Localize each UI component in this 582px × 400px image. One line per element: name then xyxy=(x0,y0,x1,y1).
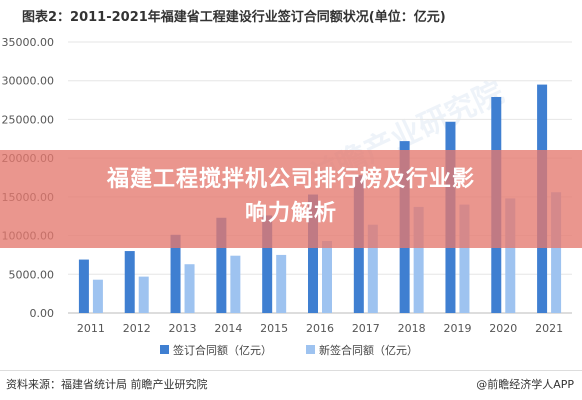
y-tick-label: 25000.00 xyxy=(2,113,55,126)
y-tick-label: 30000.00 xyxy=(2,75,55,88)
x-tick-label: 2019 xyxy=(443,322,471,335)
headline-line-1: 福建工程搅拌机公司排行榜及行业影 xyxy=(106,167,475,192)
footer-divider xyxy=(0,370,582,371)
legend-label: 新签合同额（亿元） xyxy=(319,343,418,357)
bar-new-2016 xyxy=(322,240,332,313)
bar-new-2021 xyxy=(551,192,562,313)
y-tick-label: 35000.00 xyxy=(2,36,55,49)
bar-signed-2015 xyxy=(262,215,273,313)
x-tick-label: 2011 xyxy=(77,322,105,335)
x-tick-label: 2021 xyxy=(535,322,563,335)
bar-signed-2012 xyxy=(124,251,135,313)
headline-band xyxy=(0,150,582,248)
bar-new-2019 xyxy=(459,204,470,313)
x-tick-label: 2014 xyxy=(214,322,242,335)
credit-note: @前瞻经济学人APP xyxy=(476,378,574,391)
legend-label: 签订合同额（亿元） xyxy=(173,343,272,357)
legend-swatch xyxy=(306,345,315,354)
legend-swatch xyxy=(160,345,169,354)
bar-new-2011 xyxy=(92,279,103,313)
bar-new-2015 xyxy=(276,254,287,313)
chart-title: 图表2：2011-2021年福建省工程建设行业签订合同额状况(单位：亿元) xyxy=(22,10,446,25)
y-tick-label: 5000.00 xyxy=(9,268,55,281)
x-tick-label: 2013 xyxy=(169,322,197,335)
x-tick-label: 2016 xyxy=(306,322,334,335)
x-tick-label: 2015 xyxy=(260,322,288,335)
bar-new-2014 xyxy=(230,255,241,313)
bar-signed-2014 xyxy=(216,217,227,313)
x-tick-label: 2020 xyxy=(489,322,517,335)
bar-new-2012 xyxy=(138,276,149,313)
source-note: 资料来源：福建省统计局 前瞻产业研究院 xyxy=(6,378,208,391)
bar-signed-2013 xyxy=(170,234,181,313)
headline-line-2: 响力解析 xyxy=(244,201,337,226)
x-tick-label: 2012 xyxy=(123,322,151,335)
bar-new-2020 xyxy=(505,198,516,313)
bar-signed-2016 xyxy=(308,194,318,313)
y-tick-label: 0.00 xyxy=(30,307,55,320)
bar-new-2013 xyxy=(184,264,195,313)
x-tick-label: 2017 xyxy=(352,322,380,335)
bar-signed-2011 xyxy=(78,259,89,313)
bar-new-2018 xyxy=(413,206,424,313)
bar-new-2017 xyxy=(367,224,378,313)
headline[interactable]: 福建工程搅拌机公司排行榜及行业影 响力解析 xyxy=(0,163,582,231)
x-tick-label: 2018 xyxy=(398,322,426,335)
